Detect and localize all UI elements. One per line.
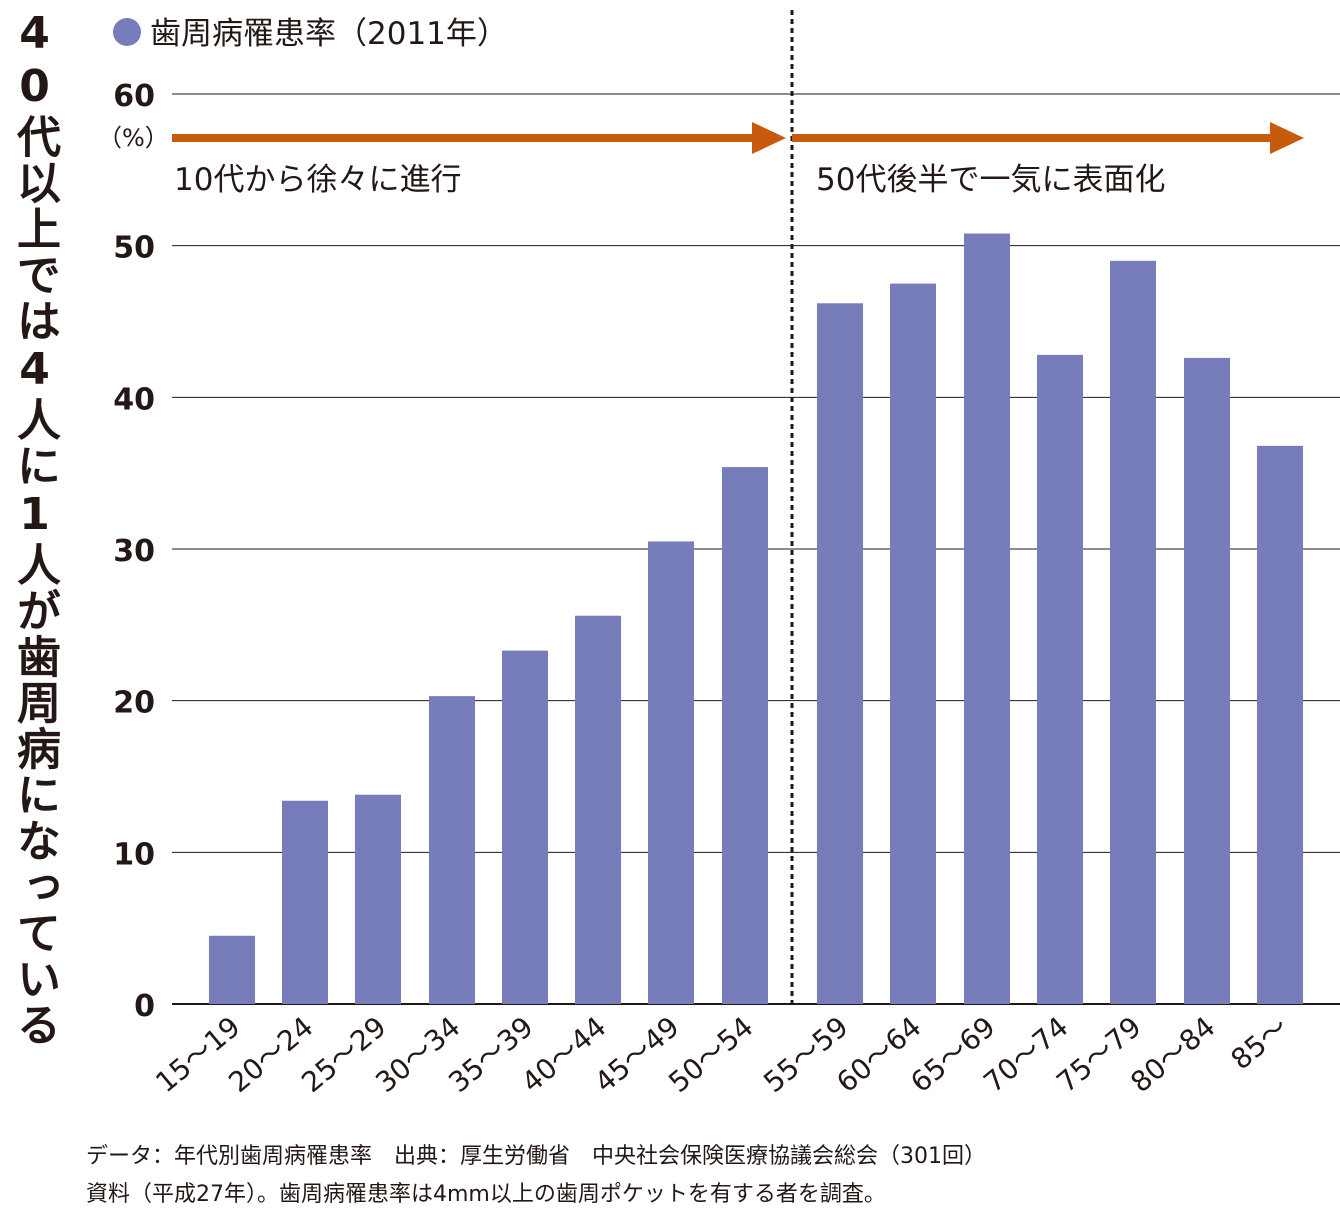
x-tick-label: 80～84	[1124, 1010, 1221, 1099]
bar	[722, 467, 768, 1005]
y-tick-label: 60	[113, 79, 155, 114]
footnote-line-1: データ：年代別歯周病罹患率 出典：厚生労働省 中央社会保険医療協議会総会（301…	[86, 1144, 986, 1169]
bar	[817, 303, 863, 1004]
bar	[502, 650, 548, 1004]
bar	[1257, 445, 1303, 1004]
bar	[964, 233, 1010, 1005]
left-arrow-label: 10代から徐々に進行	[174, 162, 461, 198]
bar	[209, 935, 255, 1004]
footnote-line-2: 資料（平成27年）。歯周病罹患率は4mm以上の歯周ポケットを有する者を調査。	[86, 1182, 886, 1207]
bar	[648, 541, 694, 1004]
bar	[429, 696, 475, 1004]
left-arrow	[172, 122, 786, 154]
y-tick-label: 30	[113, 534, 155, 569]
legend-label: 歯周病罹患率（2011年）	[150, 16, 508, 52]
y-tick-label: 10	[113, 837, 155, 872]
bar	[575, 615, 621, 1004]
right-arrow	[792, 122, 1304, 154]
x-tick-label: 60～64	[830, 1010, 927, 1099]
x-tick-label: 45～49	[588, 1010, 685, 1099]
right-arrow-label: 50代後半で一気に表面化	[816, 162, 1165, 198]
bar	[282, 800, 328, 1004]
legend-marker	[113, 18, 141, 46]
y-tick-label: 20	[113, 686, 155, 721]
bar	[1184, 357, 1230, 1004]
y-tick-label: 50	[113, 231, 155, 266]
y-axis-unit: （%）	[98, 124, 169, 152]
x-tick-label: 50～54	[662, 1010, 759, 1099]
bar	[890, 283, 936, 1004]
side-title: 40代以上では4人に1人が歯周病になっている	[9, 8, 60, 1048]
x-tick-label: 25～29	[295, 1010, 392, 1099]
y-tick-label: 0	[134, 989, 155, 1024]
bar	[355, 794, 401, 1004]
bar	[1037, 354, 1083, 1004]
x-tick-label: 75～79	[1050, 1010, 1147, 1099]
y-tick-label: 40	[113, 382, 155, 417]
bar	[1110, 260, 1156, 1004]
x-tick-label: 85～	[1225, 1010, 1295, 1076]
